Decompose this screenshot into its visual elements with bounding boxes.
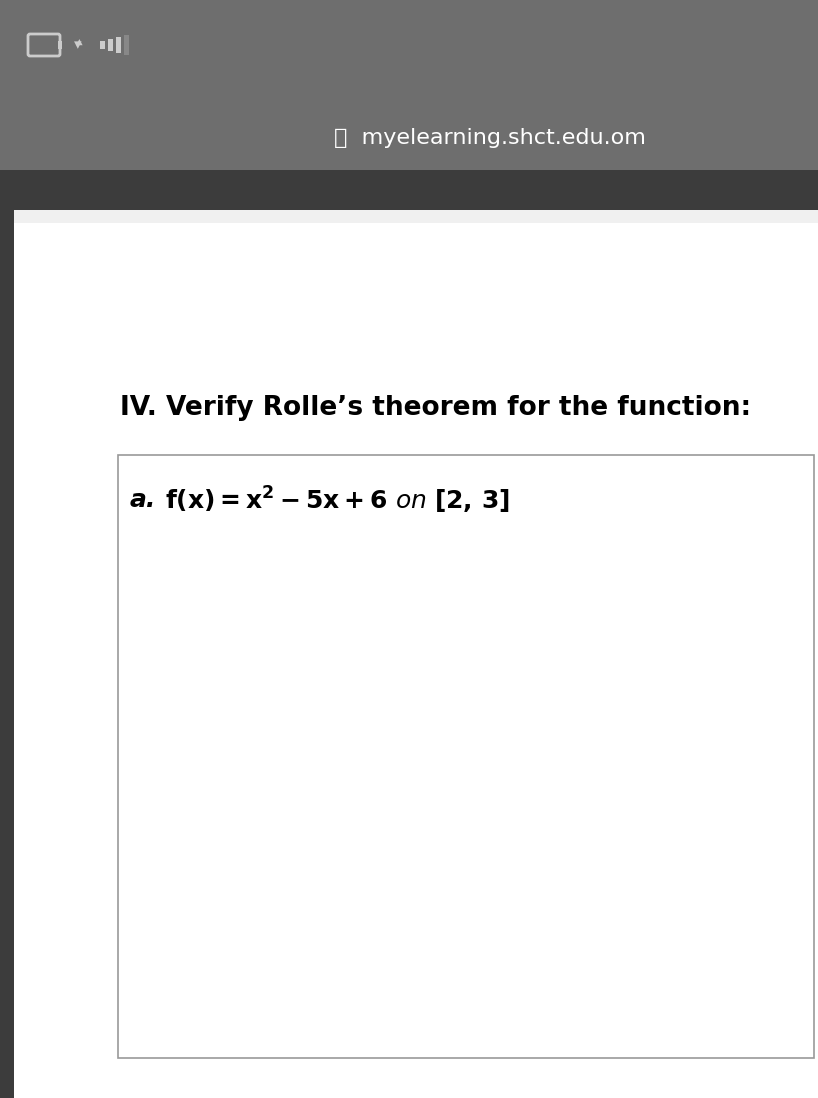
Bar xyxy=(58,41,62,49)
Bar xyxy=(118,455,814,1058)
Bar xyxy=(0,0,818,170)
Bar xyxy=(0,170,818,210)
Text: ◂: ◂ xyxy=(71,37,84,44)
Bar xyxy=(124,35,129,55)
Bar xyxy=(0,210,818,1098)
Bar xyxy=(0,210,14,1098)
Bar xyxy=(116,37,121,53)
Bar xyxy=(100,41,105,49)
Text: IV. Verify Rolle’s theorem for the function:: IV. Verify Rolle’s theorem for the funct… xyxy=(120,395,751,421)
Bar xyxy=(108,40,113,51)
Text: $\mathbf{f(x) = x^2 - 5x + 6}$ $\mathbf{\mathit{on}}$ $\mathbf{[2,\,3]}$: $\mathbf{f(x) = x^2 - 5x + 6}$ $\mathbf{… xyxy=(165,484,510,516)
Text: 🔒  myelearning.shct.edu.om: 🔒 myelearning.shct.edu.om xyxy=(334,128,646,148)
Text: a.: a. xyxy=(130,488,156,512)
Text: ▾: ▾ xyxy=(74,37,82,53)
Bar xyxy=(14,223,818,1098)
